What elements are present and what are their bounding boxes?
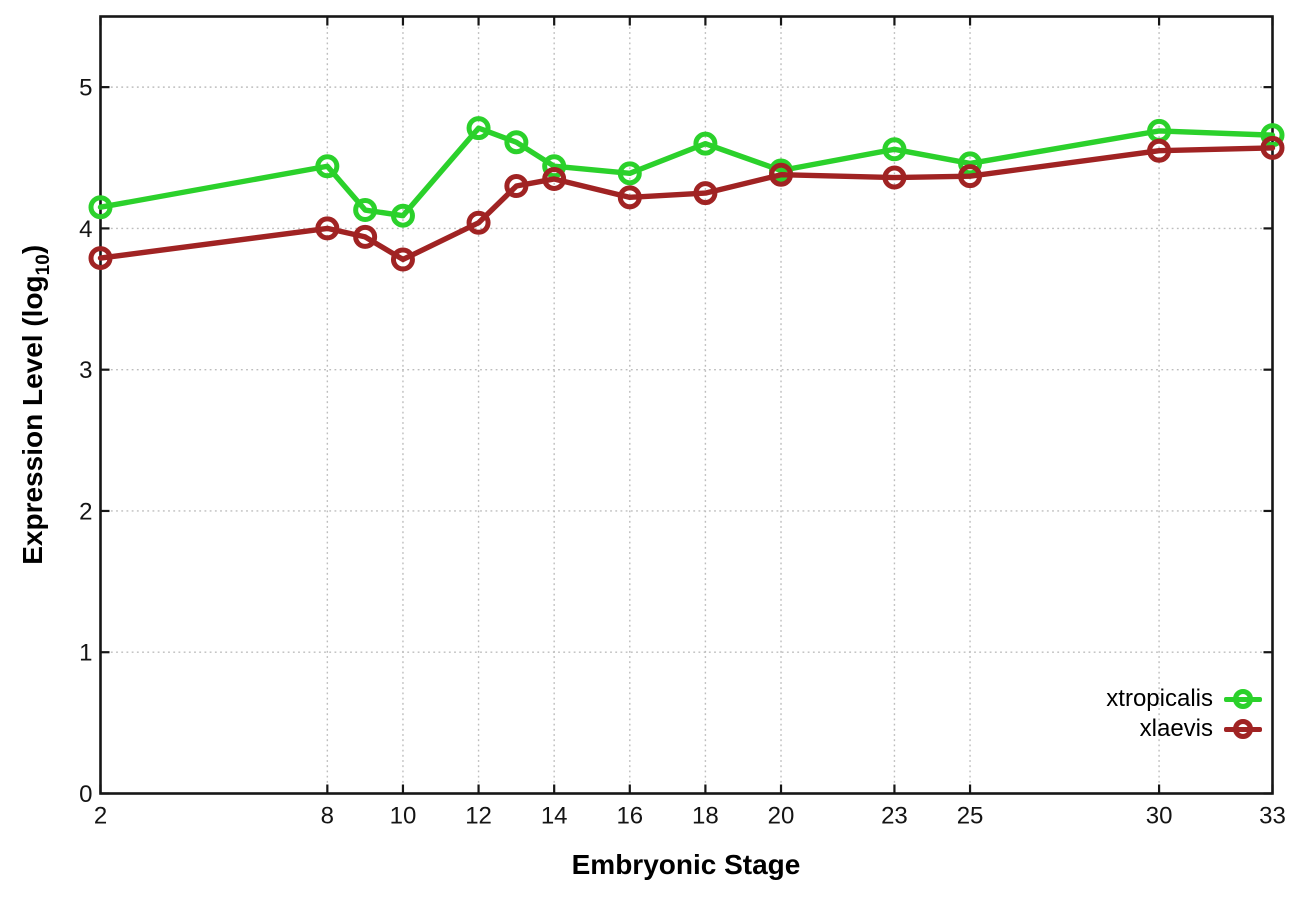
open-circle-marker-icon bbox=[1224, 717, 1262, 741]
data-point-xlaevis-14 bbox=[542, 166, 567, 191]
y-axis-title-text: Expression Level (log10) bbox=[17, 244, 54, 565]
legend-item-xtropicalis: xtropicalis bbox=[1106, 684, 1262, 714]
data-point-xlaevis-18 bbox=[693, 181, 718, 206]
data-point-xlaevis-33 bbox=[1260, 135, 1285, 160]
y-tick-label: 5 bbox=[79, 75, 92, 102]
x-tick-label: 30 bbox=[1146, 803, 1173, 830]
data-point-xtropicalis-9 bbox=[353, 198, 378, 223]
data-point-xtropicalis-33 bbox=[1260, 123, 1285, 148]
data-point-xlaevis-12 bbox=[466, 210, 491, 235]
legend-item-xlaevis: xlaevis bbox=[1106, 714, 1262, 744]
data-point-xlaevis-10 bbox=[390, 247, 415, 272]
x-axis-title: Embryonic Stage bbox=[571, 849, 801, 880]
data-point-xlaevis-23 bbox=[882, 165, 907, 190]
x-tick-label: 23 bbox=[881, 803, 908, 830]
legend-ring-sample bbox=[1233, 719, 1253, 739]
data-point-xlaevis-13 bbox=[504, 174, 529, 199]
data-point-xtropicalis-10 bbox=[390, 203, 415, 228]
y-tick-label: 3 bbox=[79, 357, 92, 384]
x-tick-label: 33 bbox=[1259, 803, 1286, 830]
x-tick-label: 2 bbox=[94, 803, 107, 830]
data-point-xlaevis-9 bbox=[353, 224, 378, 249]
x-tick-label: 8 bbox=[321, 803, 334, 830]
data-point-xtropicalis-16 bbox=[617, 161, 642, 186]
x-tick-label: 12 bbox=[465, 803, 492, 830]
data-point-xtropicalis-12 bbox=[466, 116, 491, 141]
data-point-xlaevis-25 bbox=[958, 164, 983, 189]
data-point-xlaevis-16 bbox=[617, 185, 642, 210]
data-point-xlaevis-8 bbox=[315, 216, 340, 241]
y-tick-label: 2 bbox=[79, 498, 92, 525]
data-point-xtropicalis-23 bbox=[882, 137, 907, 162]
series-line-xlaevis bbox=[97, 145, 1276, 263]
y-axis-title: Expression Level (log10) bbox=[6, 16, 66, 793]
x-tick-label: 10 bbox=[390, 803, 417, 830]
data-point-xtropicalis-8 bbox=[315, 154, 340, 179]
data-point-xtropicalis-18 bbox=[693, 131, 718, 156]
open-circle-marker-icon bbox=[1224, 687, 1262, 711]
data-point-xtropicalis-2 bbox=[88, 195, 113, 220]
legend-ring-sample bbox=[1233, 689, 1253, 709]
y-tick-label: 4 bbox=[79, 216, 92, 243]
y-tick-label: 1 bbox=[79, 640, 92, 667]
plot-border bbox=[99, 15, 1274, 795]
x-tick-label: 16 bbox=[616, 803, 643, 830]
data-point-xtropicalis-14 bbox=[542, 154, 567, 179]
data-point-xtropicalis-13 bbox=[504, 130, 529, 155]
x-tick-label: 18 bbox=[692, 803, 719, 830]
x-tick-label: 14 bbox=[541, 803, 568, 830]
y-tick-label: 0 bbox=[79, 781, 92, 808]
legend-label-xtropicalis: xtropicalis bbox=[1106, 685, 1213, 712]
data-point-xlaevis-30 bbox=[1147, 138, 1172, 163]
x-tick-label: 20 bbox=[768, 803, 795, 830]
x-tick-label: 25 bbox=[957, 803, 984, 830]
data-point-xlaevis-20 bbox=[769, 162, 794, 187]
data-point-xlaevis-2 bbox=[88, 246, 113, 271]
legend: xtropicalis xlaevis bbox=[1106, 684, 1262, 744]
data-point-xtropicalis-25 bbox=[958, 151, 983, 176]
legend-label-xlaevis: xlaevis bbox=[1139, 715, 1213, 742]
series-line-xtropicalis bbox=[97, 125, 1276, 219]
